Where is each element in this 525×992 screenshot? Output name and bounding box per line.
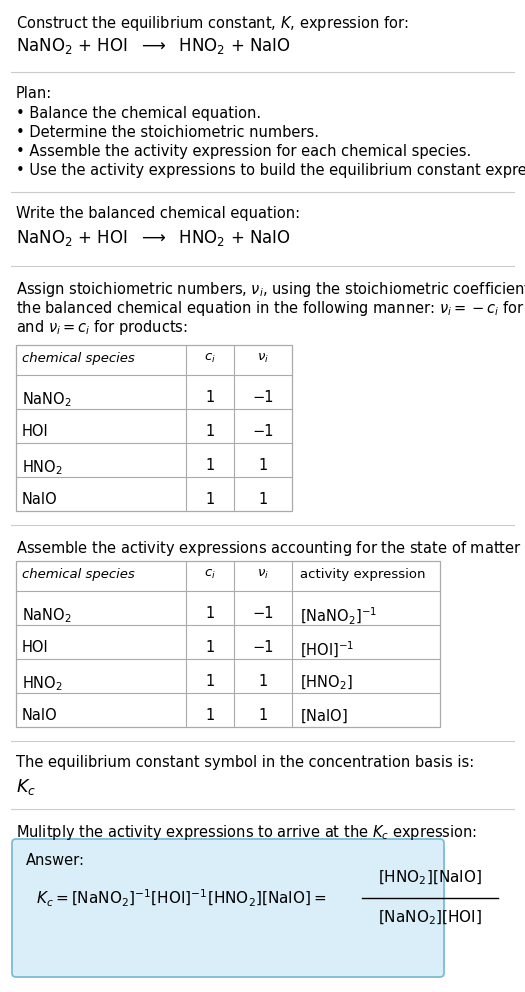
Text: 1: 1: [205, 390, 215, 405]
Text: the balanced chemical equation in the following manner: $\nu_i = -c_i$ for react: the balanced chemical equation in the fo…: [16, 299, 525, 318]
Text: Assign stoichiometric numbers, $\nu_i$, using the stoichiometric coefficients, $: Assign stoichiometric numbers, $\nu_i$, …: [16, 280, 525, 299]
Text: • Balance the chemical equation.: • Balance the chemical equation.: [16, 106, 261, 121]
Text: Plan:: Plan:: [16, 86, 52, 101]
Text: chemical species: chemical species: [22, 568, 135, 581]
Text: Write the balanced chemical equation:: Write the balanced chemical equation:: [16, 206, 300, 221]
Text: $[\mathrm{NaIO}]$: $[\mathrm{NaIO}]$: [300, 708, 348, 725]
Text: 1: 1: [258, 458, 268, 473]
Text: NaNO$_2$: NaNO$_2$: [22, 606, 72, 625]
Text: HNO$_2$: HNO$_2$: [22, 674, 63, 692]
Text: NaIO: NaIO: [22, 708, 58, 723]
Text: 1: 1: [258, 674, 268, 689]
Text: 1: 1: [205, 606, 215, 621]
Text: Assemble the activity expressions accounting for the state of matter and $\nu_i$: Assemble the activity expressions accoun…: [16, 539, 525, 558]
Text: NaNO$_2$ + HOI  $\longrightarrow$  HNO$_2$ + NaIO: NaNO$_2$ + HOI $\longrightarrow$ HNO$_2$…: [16, 36, 291, 56]
Bar: [16, 345, 292, 511]
Text: • Determine the stoichiometric numbers.: • Determine the stoichiometric numbers.: [16, 125, 319, 140]
Text: $c_i$: $c_i$: [204, 568, 216, 581]
Text: and $\nu_i = c_i$ for products:: and $\nu_i = c_i$ for products:: [16, 318, 188, 337]
Text: $[\mathrm{HNO_2}]$: $[\mathrm{HNO_2}]$: [300, 674, 353, 692]
Text: $[\mathrm{NaNO_2}] [\mathrm{HOI}]$: $[\mathrm{NaNO_2}] [\mathrm{HOI}]$: [378, 909, 482, 928]
Text: Construct the equilibrium constant, $K$, expression for:: Construct the equilibrium constant, $K$,…: [16, 14, 408, 33]
FancyBboxPatch shape: [12, 839, 444, 977]
Text: Mulitply the activity expressions to arrive at the $K_c$ expression:: Mulitply the activity expressions to arr…: [16, 823, 477, 842]
Text: 1: 1: [258, 708, 268, 723]
Text: $[\mathrm{NaNO_2}]^{-1}$: $[\mathrm{NaNO_2}]^{-1}$: [300, 606, 377, 627]
Text: chemical species: chemical species: [22, 352, 135, 365]
Text: 1: 1: [205, 640, 215, 655]
Text: • Assemble the activity expression for each chemical species.: • Assemble the activity expression for e…: [16, 144, 471, 159]
Text: $K_c = [\mathrm{NaNO_2}]^{-1} [\mathrm{HOI}]^{-1} [\mathrm{HNO_2}] [\mathrm{NaIO: $K_c = [\mathrm{NaNO_2}]^{-1} [\mathrm{H…: [36, 888, 327, 909]
Text: 1: 1: [205, 492, 215, 507]
Text: $[\mathrm{HNO_2}] [\mathrm{NaIO}]$: $[\mathrm{HNO_2}] [\mathrm{NaIO}]$: [378, 869, 482, 887]
Text: 1: 1: [205, 674, 215, 689]
Text: $c_i$: $c_i$: [204, 352, 216, 365]
Text: NaNO$_2$: NaNO$_2$: [22, 390, 72, 409]
Text: $\nu_i$: $\nu_i$: [257, 352, 269, 365]
Bar: [16, 561, 440, 727]
Text: −1: −1: [252, 424, 274, 439]
Text: NaIO: NaIO: [22, 492, 58, 507]
Text: Answer:: Answer:: [26, 853, 85, 868]
Text: HOI: HOI: [22, 424, 49, 439]
Text: • Use the activity expressions to build the equilibrium constant expression.: • Use the activity expressions to build …: [16, 163, 525, 178]
Text: $K_c$: $K_c$: [16, 777, 36, 797]
Text: −1: −1: [252, 606, 274, 621]
Text: $\nu_i$: $\nu_i$: [257, 568, 269, 581]
Text: 1: 1: [258, 492, 268, 507]
Text: 1: 1: [205, 424, 215, 439]
Text: The equilibrium constant symbol in the concentration basis is:: The equilibrium constant symbol in the c…: [16, 755, 474, 770]
Text: −1: −1: [252, 390, 274, 405]
Text: HNO$_2$: HNO$_2$: [22, 458, 63, 477]
Text: −1: −1: [252, 640, 274, 655]
Text: 1: 1: [205, 458, 215, 473]
Text: $[\mathrm{HOI}]^{-1}$: $[\mathrm{HOI}]^{-1}$: [300, 640, 354, 660]
Text: NaNO$_2$ + HOI  $\longrightarrow$  HNO$_2$ + NaIO: NaNO$_2$ + HOI $\longrightarrow$ HNO$_2$…: [16, 228, 291, 248]
Text: 1: 1: [205, 708, 215, 723]
Text: HOI: HOI: [22, 640, 49, 655]
Text: activity expression: activity expression: [300, 568, 425, 581]
